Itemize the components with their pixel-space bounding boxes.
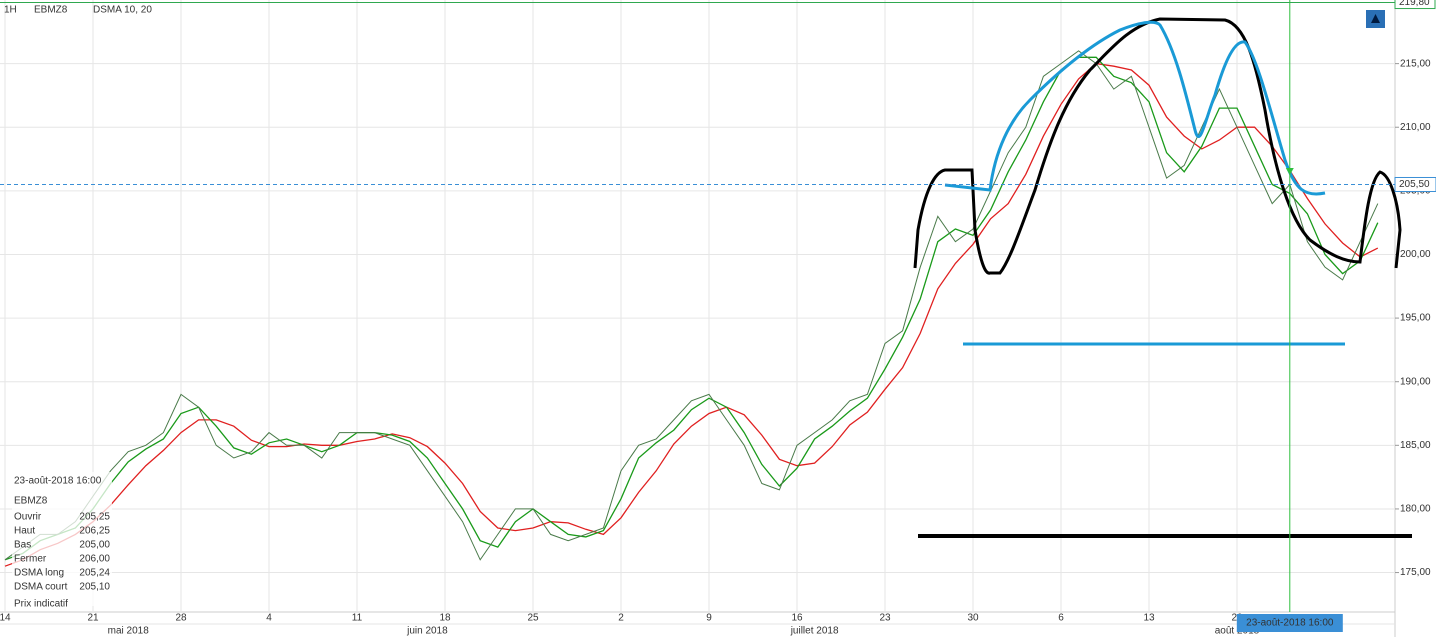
x-tick-label: 4 <box>266 613 272 624</box>
info-datetime: 23-août-2018 16:00 <box>14 476 102 487</box>
x-tick-label: 11 <box>352 613 363 624</box>
info-value: 205,00 <box>79 540 110 551</box>
symbol: EBMZ8 <box>34 5 68 16</box>
info-background <box>12 472 112 606</box>
month-label: juin 2018 <box>406 626 448 637</box>
info-box: 23-août-2018 16:00 EBMZ8 Ouvrir 205,25 Hau… <box>12 472 112 610</box>
info-symbol: EBMZ8 <box>14 496 48 507</box>
y-tick-label: 175,00 <box>1400 567 1431 578</box>
info-label: Bas <box>14 540 31 551</box>
period: 1H <box>4 5 17 16</box>
hand-drawn-curve <box>944 20 1326 196</box>
high-label-box <box>1394 0 1436 10</box>
price-label: 205,50 <box>1399 179 1430 190</box>
crosshair-label: 23-août-2018 16:00 <box>1246 618 1334 629</box>
info-footer: Prix indicatif <box>14 599 68 610</box>
crosshair-marker <box>1285 168 1294 175</box>
x-tick-label: 28 <box>175 613 187 624</box>
x-tick-label: 14 <box>0 613 11 624</box>
x-tick-label: 23 <box>879 613 891 624</box>
high-label: 219,80 <box>1399 0 1430 8</box>
y-tick-label: 210,00 <box>1400 122 1431 133</box>
info-label: Fermer <box>14 554 47 565</box>
info-series-value: 205,10 <box>79 582 110 593</box>
month-label: mai 2018 <box>108 626 150 637</box>
indicator: DSMA 10, 20 <box>93 5 152 16</box>
x-tick-label: 21 <box>87 613 99 624</box>
y-tick-label: 200,00 <box>1400 249 1431 260</box>
info-value: 205,25 <box>79 512 110 523</box>
y-tick-label: 185,00 <box>1400 440 1431 451</box>
x-tick-label: 6 <box>1058 613 1064 624</box>
crosshair-label-box <box>1236 614 1343 632</box>
price-label-box <box>1394 176 1436 192</box>
x-tick-label: 2 <box>618 613 624 624</box>
x-tick-label: 18 <box>439 613 451 624</box>
x-tick-label: 30 <box>967 613 979 624</box>
arrow-icon <box>1371 14 1380 23</box>
y-tick-label: 190,00 <box>1400 376 1431 387</box>
hand-drawn-curve <box>913 17 1402 275</box>
price-line <box>4 50 1379 561</box>
info-series-value: 205,24 <box>79 568 110 579</box>
ma-line <box>4 62 1379 567</box>
x-tick-label: 16 <box>791 613 803 624</box>
info-series-name: DSMA court <box>14 582 68 593</box>
info-value: 206,25 <box>79 526 110 537</box>
x-tick-label: 25 <box>527 613 539 624</box>
x-tick-label: 13 <box>1143 613 1155 624</box>
y-tick-label: 180,00 <box>1400 504 1431 515</box>
info-label: Haut <box>14 526 35 537</box>
y-tick-label: 215,00 <box>1400 58 1431 69</box>
month-label: juillet 2018 <box>790 626 839 637</box>
info-value: 206,00 <box>79 554 110 565</box>
ma-line <box>4 56 1379 561</box>
info-label: Ouvrir <box>14 512 42 523</box>
y-tick-label: 195,00 <box>1400 313 1431 324</box>
x-tick-label: 9 <box>706 613 712 624</box>
info-series-name: DSMA long <box>14 568 64 579</box>
